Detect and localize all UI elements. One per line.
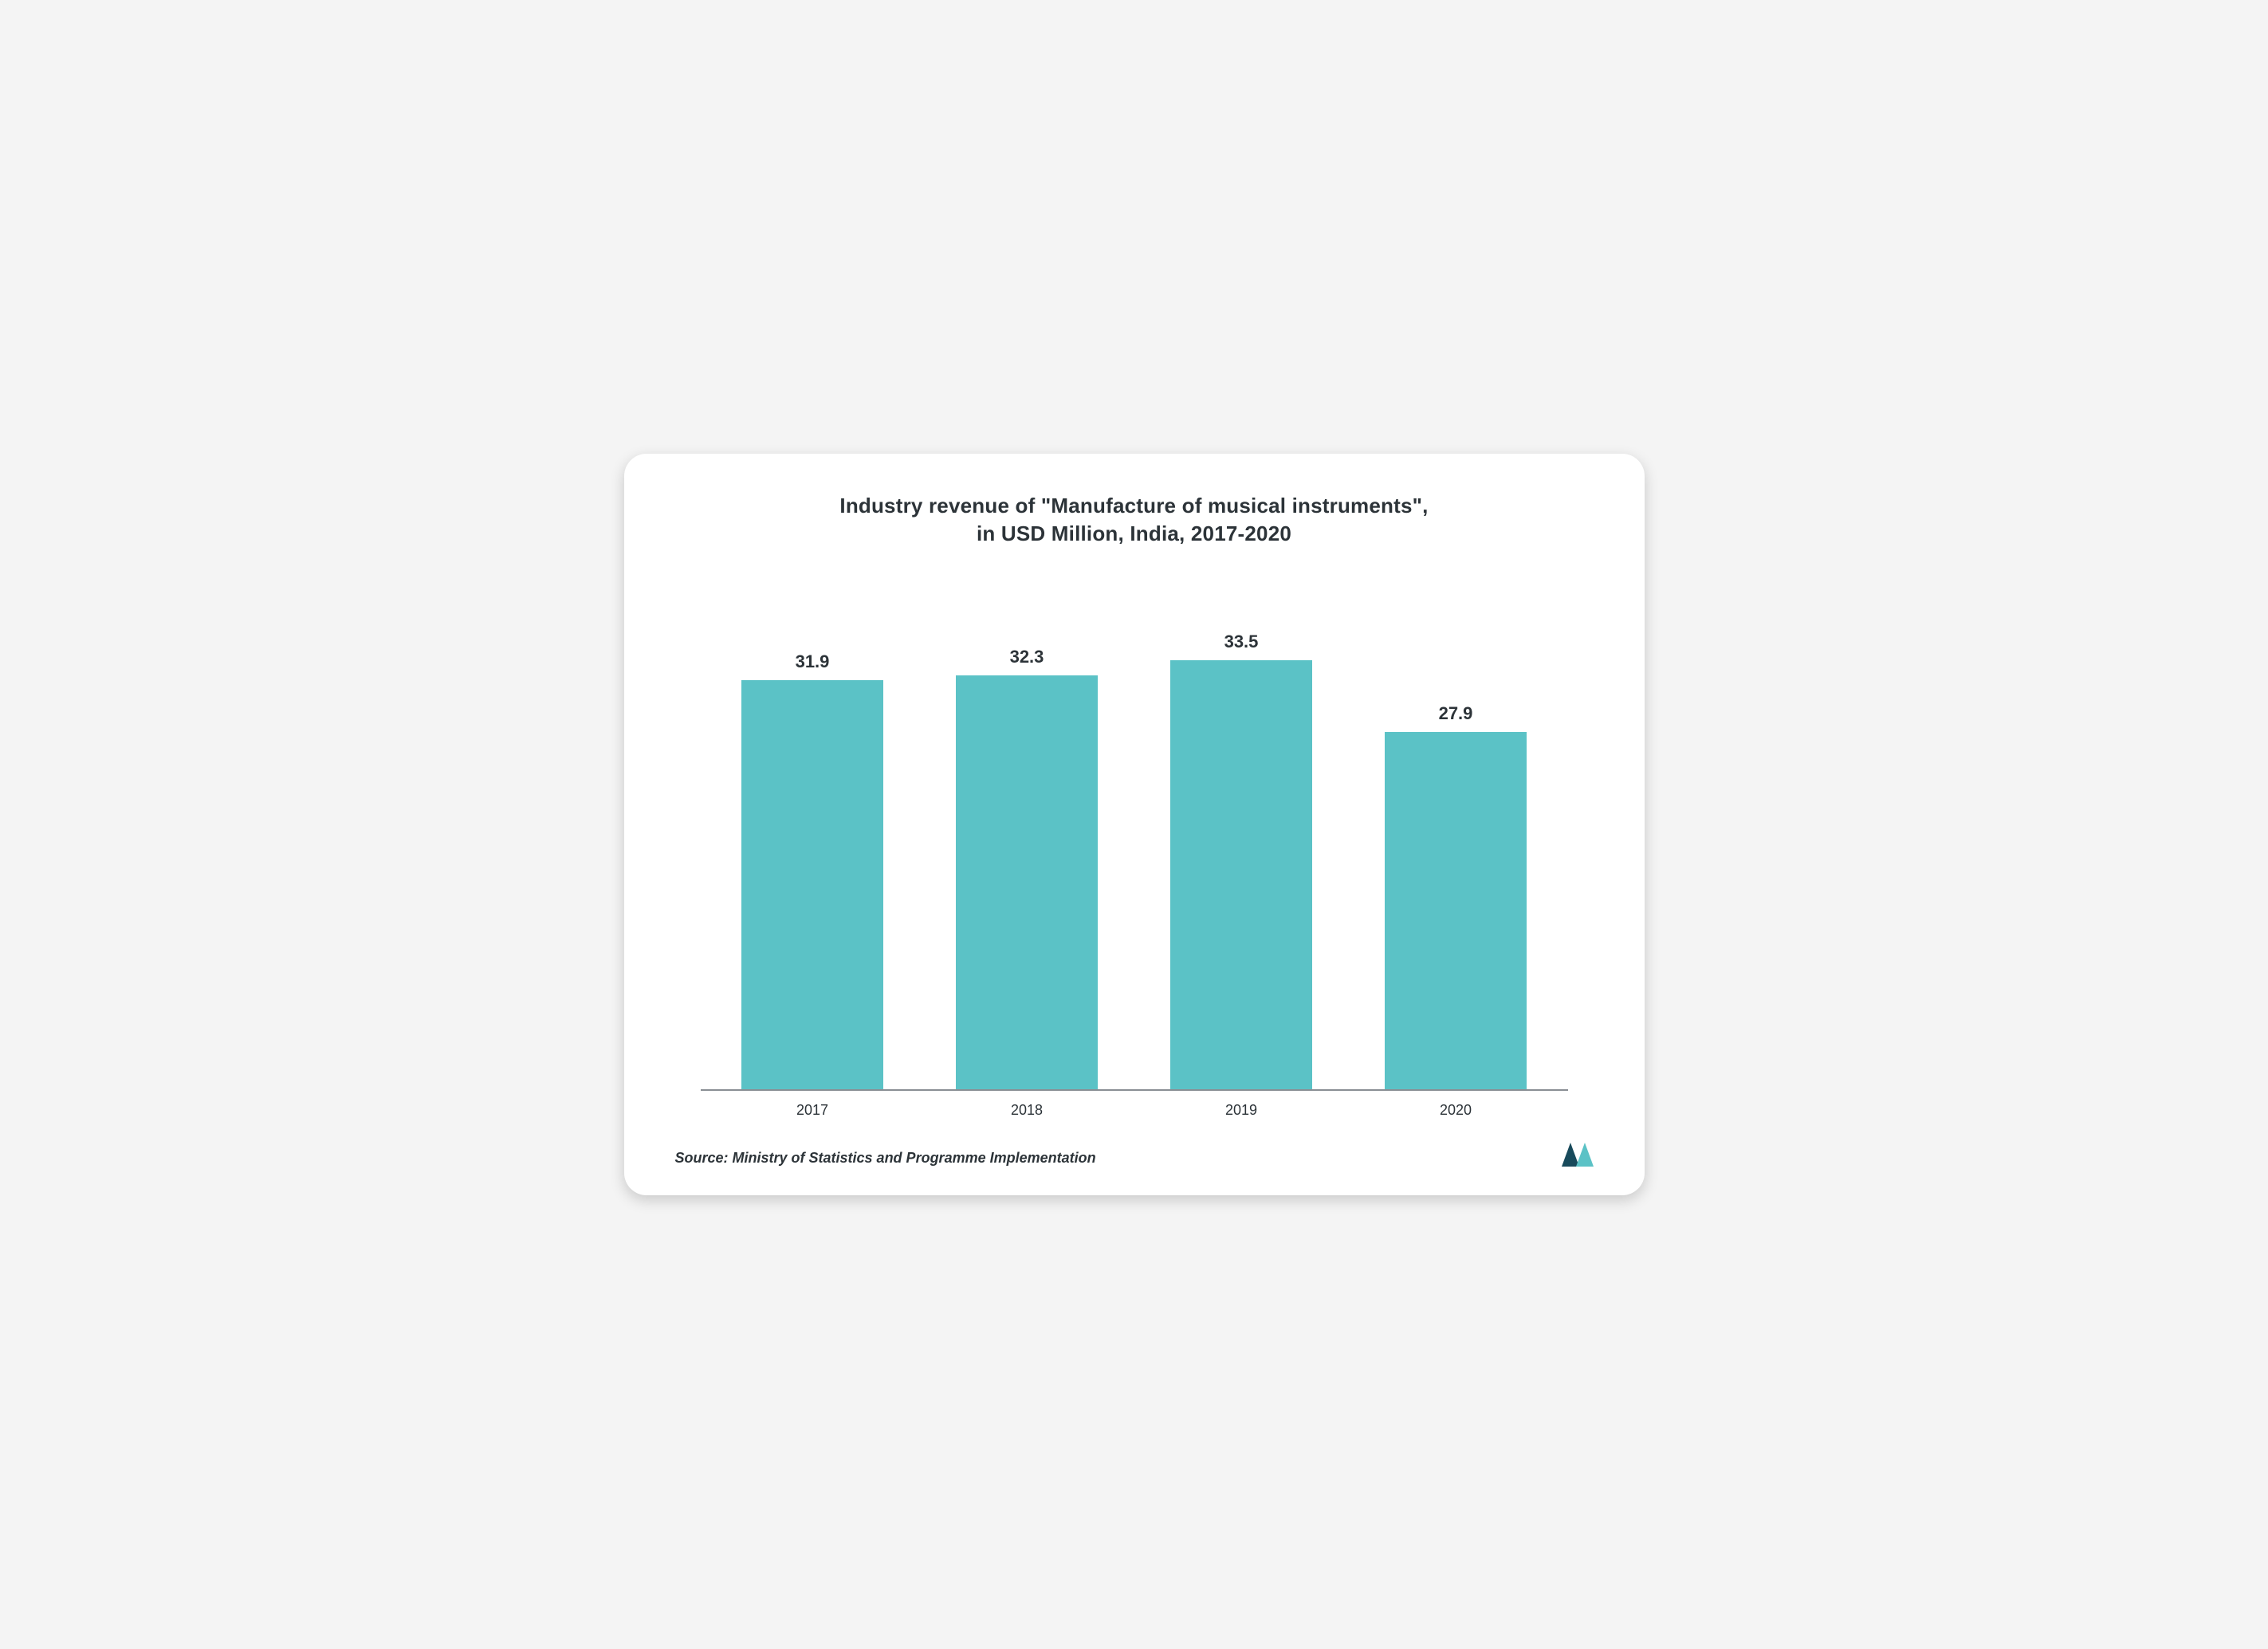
bar-slot: 31.9 (706, 577, 920, 1089)
bar-value-label: 33.5 (1224, 632, 1259, 652)
bar-slot: 27.9 (1349, 577, 1563, 1089)
plot-area: 31.9 32.3 33.5 27.9 2017 2018 2019 2020 (669, 577, 1600, 1119)
bar (1170, 660, 1312, 1090)
category-label: 2020 (1349, 1102, 1563, 1119)
chart-title-line1: Industry revenue of "Manufacture of musi… (669, 492, 1600, 520)
category-label: 2017 (706, 1102, 920, 1119)
bar-slot: 32.3 (920, 577, 1134, 1089)
chart-title: Industry revenue of "Manufacture of musi… (669, 492, 1600, 548)
brand-logo-icon (1562, 1143, 1594, 1167)
bar-value-label: 27.9 (1439, 703, 1473, 724)
bar-value-label: 31.9 (796, 651, 830, 672)
bar (1385, 732, 1527, 1090)
bar-slot: 33.5 (1134, 577, 1349, 1089)
bar (956, 675, 1098, 1089)
bar-value-label: 32.3 (1010, 647, 1044, 667)
source-text: Source: Ministry of Statistics and Progr… (675, 1150, 1096, 1167)
bar (741, 680, 883, 1089)
footer-row: Source: Ministry of Statistics and Progr… (669, 1143, 1600, 1167)
category-label: 2019 (1134, 1102, 1349, 1119)
chart-title-line2: in USD Million, India, 2017-2020 (669, 520, 1600, 548)
bars-row: 31.9 32.3 33.5 27.9 (701, 577, 1568, 1091)
category-label: 2018 (920, 1102, 1134, 1119)
chart-card: Industry revenue of "Manufacture of musi… (624, 454, 1645, 1195)
category-axis: 2017 2018 2019 2020 (701, 1091, 1568, 1119)
